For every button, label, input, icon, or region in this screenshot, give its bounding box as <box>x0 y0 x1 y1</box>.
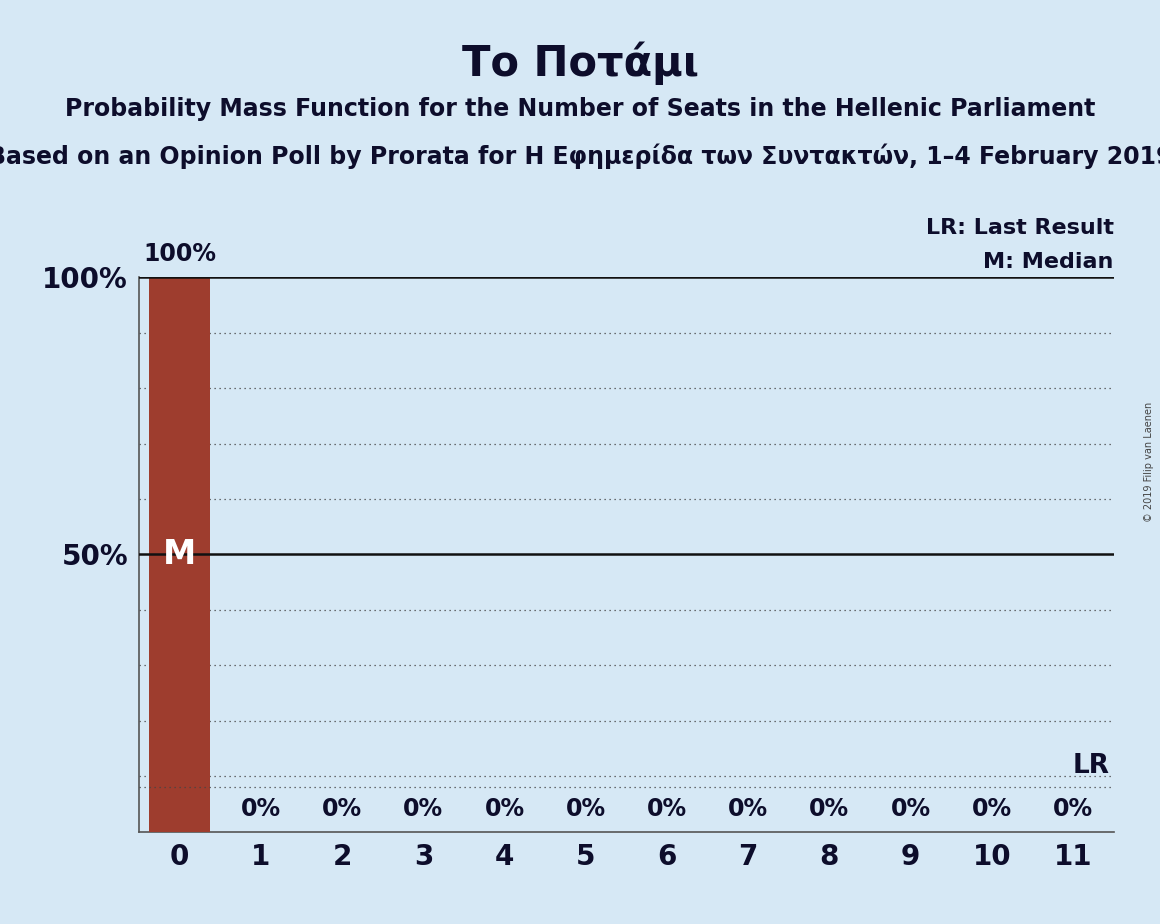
Text: LR: LR <box>1073 753 1109 779</box>
Text: M: M <box>164 538 196 571</box>
Text: Based on an Opinion Poll by Prorata for Η Εφημερίδα των Συντακτών, 1–4 February : Based on an Opinion Poll by Prorata for … <box>0 143 1160 169</box>
Text: 0%: 0% <box>485 796 524 821</box>
Bar <box>150 277 210 832</box>
Text: 0%: 0% <box>404 796 443 821</box>
Text: 100%: 100% <box>144 242 216 266</box>
Text: 0%: 0% <box>322 796 362 821</box>
Text: M: Median: M: Median <box>984 251 1114 272</box>
Text: 0%: 0% <box>972 796 1012 821</box>
Text: © 2019 Filip van Laenen: © 2019 Filip van Laenen <box>1144 402 1154 522</box>
Text: 0%: 0% <box>728 796 768 821</box>
Text: 0%: 0% <box>241 796 281 821</box>
Text: 0%: 0% <box>1053 796 1093 821</box>
Text: Το Ποτάμι: Το Ποτάμι <box>462 42 698 85</box>
Text: 0%: 0% <box>810 796 849 821</box>
Text: LR: Last Result: LR: Last Result <box>926 218 1114 238</box>
Text: 0%: 0% <box>891 796 930 821</box>
Text: 0%: 0% <box>647 796 687 821</box>
Text: Probability Mass Function for the Number of Seats in the Hellenic Parliament: Probability Mass Function for the Number… <box>65 97 1095 121</box>
Text: 0%: 0% <box>566 796 606 821</box>
